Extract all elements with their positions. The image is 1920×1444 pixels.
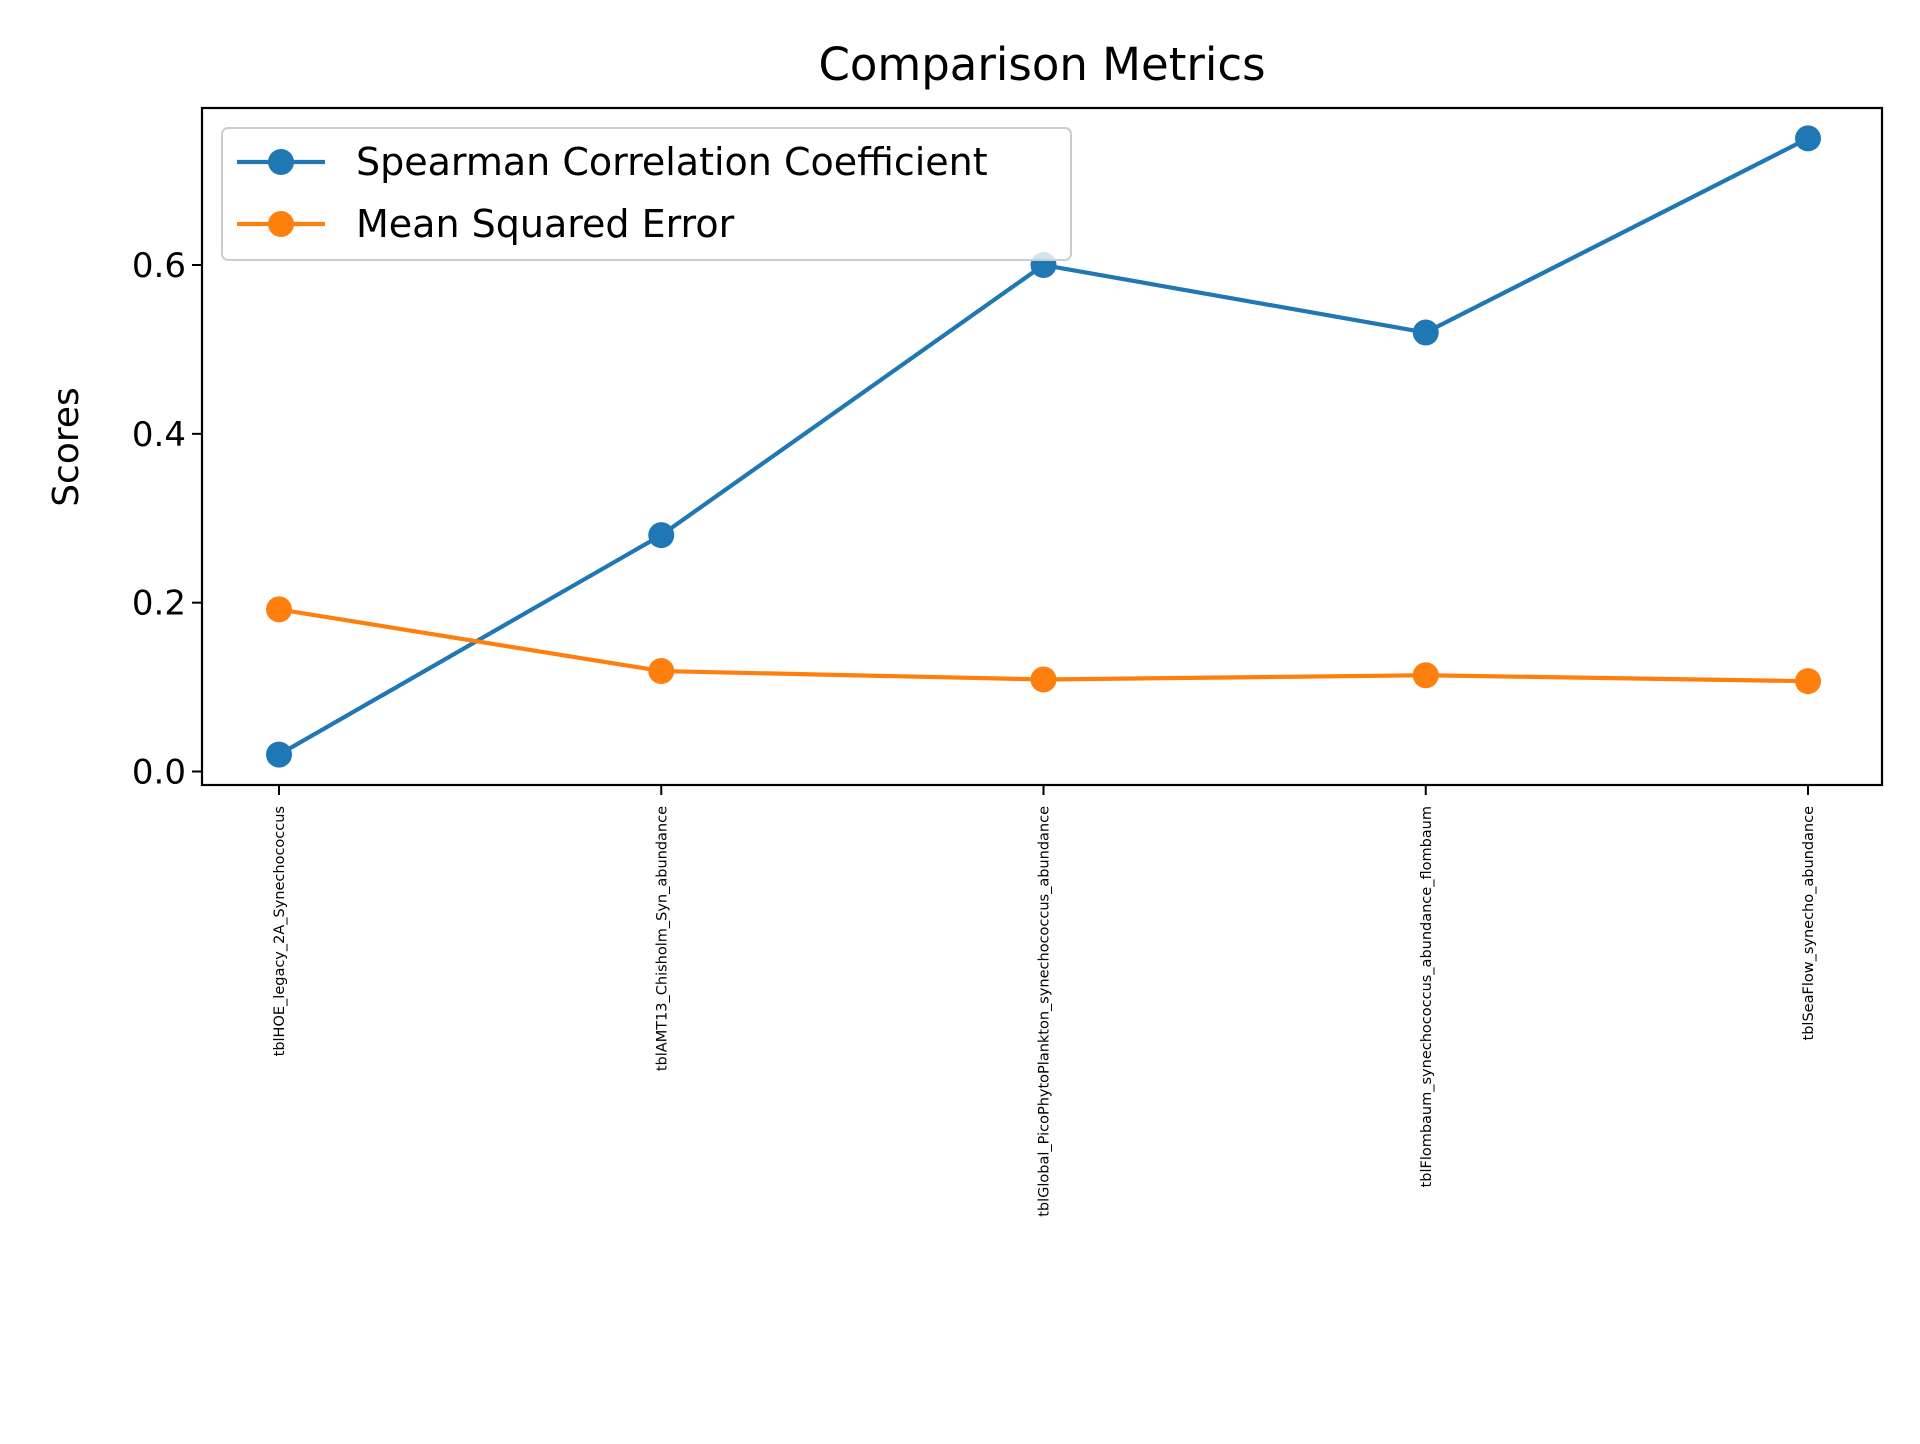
data-point <box>266 596 292 623</box>
x-axis-ticks: tblHOE_legacy_2A_Synechococcus tblAMT13_C… <box>272 785 1817 1217</box>
legend-marker <box>268 211 294 237</box>
x-tick-label: tblGlobal_PicoPhytoPlankton_synechococcu… <box>1037 806 1053 1217</box>
legend-label: Spearman Correlation Coefficient <box>356 140 988 184</box>
x-tick-label: tblFlombaum_synechococcus_abundance_flom… <box>1419 806 1435 1187</box>
legend-box <box>221 127 1072 261</box>
y-tick-label: 0.4 <box>132 415 186 455</box>
data-point <box>648 522 675 549</box>
y-axis-ticks: 0.0 0.2 0.4 0.6 <box>132 246 202 792</box>
data-point <box>1795 668 1821 695</box>
x-tick-label: tblSeaFlow_synecho_abundance <box>1801 806 1817 1041</box>
y-tick-label: 0.0 <box>132 752 186 792</box>
chart-title: Comparison Metrics <box>818 38 1265 91</box>
legend-marker <box>268 149 294 175</box>
plot-frame <box>200 106 1884 787</box>
data-point <box>1795 125 1821 152</box>
data-point <box>1030 666 1057 693</box>
y-tick-label: 0.6 <box>132 246 186 286</box>
data-point <box>1412 662 1439 689</box>
x-tick-label: tblHOE_legacy_2A_Synechococcus <box>272 806 288 1056</box>
data-point <box>648 658 675 685</box>
legend-label: Mean Squared Error <box>356 202 735 246</box>
legend: Spearman Correlation Coefficient Mean Squ… <box>221 127 1072 261</box>
series-layer <box>266 125 1821 768</box>
y-tick-label: 0.2 <box>132 584 186 624</box>
data-point <box>266 741 292 768</box>
x-tick-label: tblAMT13_Chisholm_Syn_abundance <box>654 806 670 1071</box>
data-point <box>1412 319 1439 346</box>
y-axis-label: Scores <box>46 387 87 507</box>
